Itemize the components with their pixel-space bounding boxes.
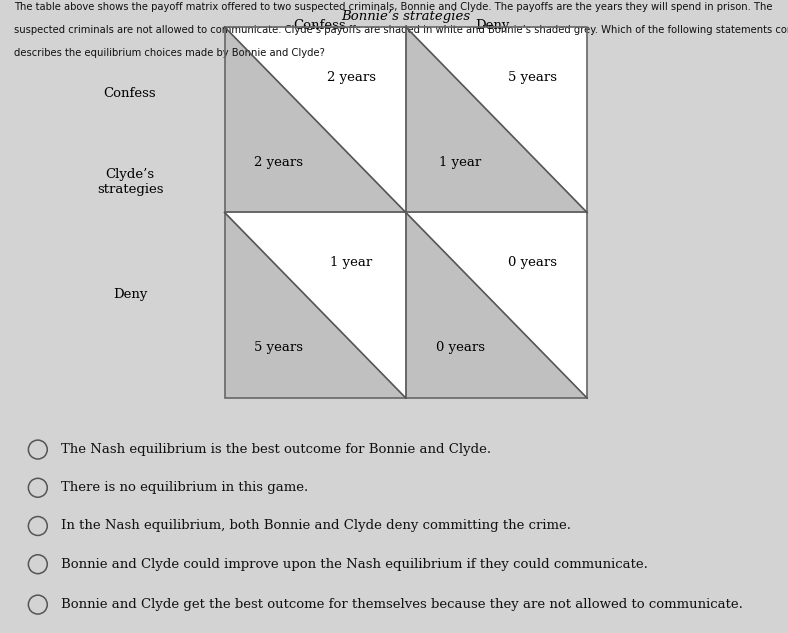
- Text: Bonnie and Clyde could improve upon the Nash equilibrium if they could communica: Bonnie and Clyde could improve upon the …: [61, 558, 649, 571]
- Text: suspected criminals are not allowed to communicate. Clyde’s payoffs are shaded i: suspected criminals are not allowed to c…: [14, 25, 788, 35]
- Text: 1 year: 1 year: [330, 256, 373, 269]
- Bar: [406, 213, 587, 398]
- Polygon shape: [406, 213, 587, 398]
- Text: Bonnie’s strategies: Bonnie’s strategies: [341, 10, 470, 23]
- Text: Confess: Confess: [293, 18, 345, 32]
- Text: In the Nash equilibrium, both Bonnie and Clyde deny committing the crime.: In the Nash equilibrium, both Bonnie and…: [61, 520, 571, 532]
- Text: 1 year: 1 year: [439, 156, 481, 169]
- Bar: [225, 27, 406, 213]
- Text: 5 years: 5 years: [508, 70, 557, 84]
- Text: 0 years: 0 years: [436, 341, 485, 354]
- Polygon shape: [225, 27, 406, 213]
- Polygon shape: [225, 213, 406, 398]
- Polygon shape: [406, 27, 587, 213]
- Polygon shape: [225, 213, 406, 398]
- Text: 0 years: 0 years: [508, 256, 557, 269]
- Bar: [406, 27, 587, 213]
- Text: 2 years: 2 years: [327, 70, 376, 84]
- Text: The table above shows the payoff matrix offered to two suspected criminals, Bonn: The table above shows the payoff matrix …: [14, 2, 773, 12]
- Text: Clyde’s
strategies: Clyde’s strategies: [97, 168, 163, 196]
- Text: Confess: Confess: [104, 87, 156, 100]
- Polygon shape: [406, 213, 587, 398]
- Text: 5 years: 5 years: [255, 341, 303, 354]
- Polygon shape: [406, 27, 587, 213]
- Text: There is no equilibrium in this game.: There is no equilibrium in this game.: [61, 481, 309, 494]
- Text: Deny: Deny: [475, 18, 510, 32]
- Polygon shape: [225, 27, 406, 213]
- Text: Deny: Deny: [113, 288, 147, 301]
- Text: Bonnie and Clyde get the best outcome for themselves because they are not allowe: Bonnie and Clyde get the best outcome fo…: [61, 598, 743, 611]
- Text: The Nash equilibrium is the best outcome for Bonnie and Clyde.: The Nash equilibrium is the best outcome…: [61, 443, 492, 456]
- Text: describes the equilibrium choices made by Bonnie and Clyde?: describes the equilibrium choices made b…: [14, 47, 325, 58]
- Bar: [225, 213, 406, 398]
- Text: 2 years: 2 years: [255, 156, 303, 169]
